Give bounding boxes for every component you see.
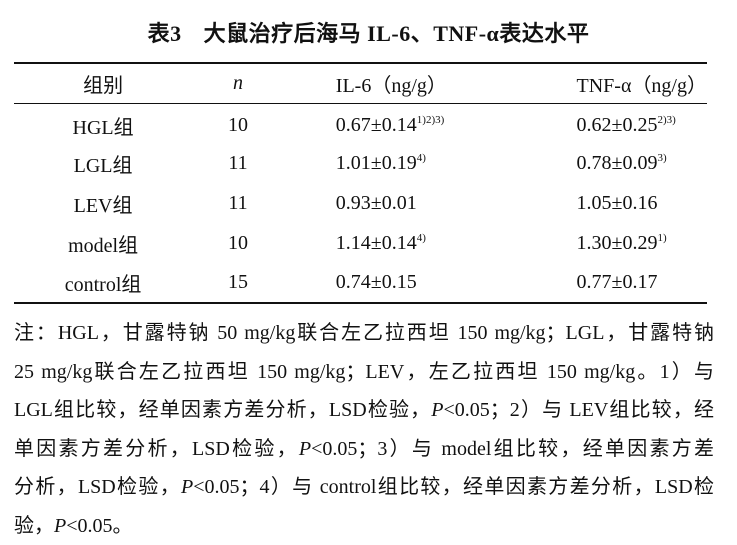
footnote-line: 注：HGL，甘露特钠 50 mg/kg联合左乙拉西坦 150 mg/kg；LGL… — [14, 314, 714, 353]
footnote-line: 分析，LSD检验，P<0.05；4）与 control组比较，经单因素方差分析，… — [14, 468, 714, 507]
table-row: control组 15 0.74±0.15 0.77±0.17 — [14, 263, 707, 303]
il6-footnote-mark: 4) — [417, 152, 426, 164]
header-il6: IL-6（ng/g） — [284, 63, 527, 103]
footnote-line: 25 mg/kg联合左乙拉西坦 150 mg/kg；LEV，左乙拉西坦 150 … — [14, 353, 714, 392]
table-number: 表3 — [148, 21, 182, 46]
cell-tnf: 0.62±0.252)3) — [527, 103, 707, 143]
il6-value: 0.67±0.14 — [336, 114, 417, 136]
cell-tnf: 0.77±0.17 — [527, 263, 707, 303]
cell-n: 11 — [192, 143, 284, 183]
table-caption: 大鼠治疗后海马 IL-6、TNF-α表达水平 — [204, 21, 590, 46]
cell-tnf: 0.78±0.093) — [527, 143, 707, 183]
il6-footnote-mark: 4) — [417, 232, 426, 244]
footnote-line: 单因素方差分析，LSD检验，P<0.05；3）与 model组比较，经单因素方差 — [14, 430, 714, 469]
table-title: 表3 大鼠治疗后海马 IL-6、TNF-α表达水平 — [0, 16, 737, 48]
header-group: 组别 — [14, 63, 192, 103]
tnf-value: 0.77±0.17 — [577, 271, 658, 293]
cell-n: 11 — [192, 183, 284, 223]
il6-value: 1.01±0.19 — [336, 152, 417, 174]
tnf-value: 1.30±0.29 — [577, 232, 658, 254]
tnf-value: 1.05±0.16 — [577, 192, 658, 214]
cell-n: 15 — [192, 263, 284, 303]
header-tnf: TNF-α（ng/g） — [527, 63, 707, 103]
data-table: 组别 n IL-6（ng/g） TNF-α（ng/g） HGL组 10 0.67… — [14, 62, 707, 304]
il6-footnote-mark: 1)2)3) — [417, 114, 445, 126]
cell-group: HGL组 — [14, 103, 192, 143]
cell-n: 10 — [192, 223, 284, 263]
tnf-footnote-mark: 2)3) — [658, 114, 676, 126]
cell-il6: 1.01±0.194) — [284, 143, 527, 183]
cell-il6: 0.74±0.15 — [284, 263, 527, 303]
il6-value: 1.14±0.14 — [336, 232, 417, 254]
cell-il6: 0.67±0.141)2)3) — [284, 103, 527, 143]
cell-il6: 0.93±0.01 — [284, 183, 527, 223]
cell-n: 10 — [192, 103, 284, 143]
footnote-line: 验，P<0.05。 — [14, 507, 714, 545]
cell-il6: 1.14±0.144) — [284, 223, 527, 263]
header-n: n — [192, 63, 284, 103]
cell-group: model组 — [14, 223, 192, 263]
table-row: LEV组 11 0.93±0.01 1.05±0.16 — [14, 183, 707, 223]
tnf-value: 0.78±0.09 — [577, 152, 658, 174]
table-footnote: 注：HGL，甘露特钠 50 mg/kg联合左乙拉西坦 150 mg/kg；LGL… — [14, 314, 714, 545]
table-row: model组 10 1.14±0.144) 1.30±0.291) — [14, 223, 707, 263]
cell-group: LGL组 — [14, 143, 192, 183]
table-row: HGL组 10 0.67±0.141)2)3) 0.62±0.252)3) — [14, 103, 707, 143]
tnf-footnote-mark: 3) — [658, 152, 667, 164]
cell-group: LEV组 — [14, 183, 192, 223]
tnf-value: 0.62±0.25 — [577, 114, 658, 136]
table-header-row: 组别 n IL-6（ng/g） TNF-α（ng/g） — [14, 63, 707, 103]
footnote-line: LGL组比较，经单因素方差分析，LSD检验，P<0.05；2）与 LEV组比较，… — [14, 391, 714, 430]
il6-value: 0.93±0.01 — [336, 192, 417, 214]
cell-group: control组 — [14, 263, 192, 303]
cell-tnf: 1.05±0.16 — [527, 183, 707, 223]
cell-tnf: 1.30±0.291) — [527, 223, 707, 263]
table-row: LGL组 11 1.01±0.194) 0.78±0.093) — [14, 143, 707, 183]
tnf-footnote-mark: 1) — [658, 232, 667, 244]
il6-value: 0.74±0.15 — [336, 271, 417, 293]
